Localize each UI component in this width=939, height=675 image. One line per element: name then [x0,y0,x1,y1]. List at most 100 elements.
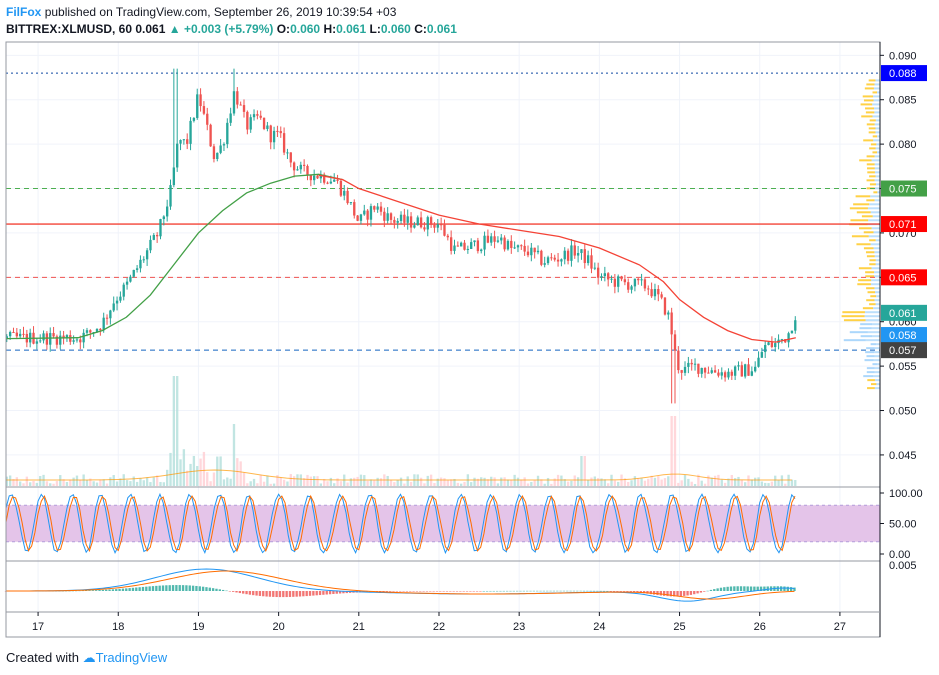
candle-up [18,333,22,337]
profile-bar [875,79,880,82]
macd-histogram-bar [188,585,191,591]
candle-down [306,165,309,176]
volume-bar [159,481,162,486]
candle-up [563,250,566,260]
candle-down [707,372,710,374]
volume-bar [600,478,603,486]
candle-down [673,334,677,351]
candle-down [259,115,262,118]
volume-bar [5,476,8,486]
profile-bar [875,183,880,186]
macd-histogram-bar [115,589,118,591]
macd-histogram-bar [338,591,342,594]
candle-down [256,114,259,116]
profile-bar [873,375,880,378]
candle-up [396,220,399,223]
volume-bar [102,479,105,486]
candle-up [767,342,770,346]
macd-histogram-bar [125,588,128,591]
macd-histogram-bar [502,590,505,592]
macd-histogram-bar [399,591,402,592]
volume-bar [323,478,326,486]
volume-bar [546,477,550,486]
profile-bar [867,387,875,390]
candle-up [313,175,316,181]
profile-bar [856,243,871,246]
symbol-label[interactable]: BITTREX:XLMUSD, 60 [6,22,133,36]
candle-up [483,235,486,250]
profile-bar [869,175,876,178]
profile-bar [874,251,880,254]
profile-bar [867,291,876,294]
candle-up [406,216,409,223]
profile-bar [873,99,880,102]
macd-pane[interactable] [4,560,880,602]
profile-bar [869,147,876,150]
candle-down [336,179,339,181]
macd-histogram-bar [686,591,689,596]
volume-bar [490,476,493,486]
macd-histogram-bar [392,591,395,592]
symbol-legend: BITTREX:XLMUSD, 60 0.061 ▲ +0.003 (+5.79… [6,22,457,36]
profile-bar [870,143,877,146]
candle-down [236,91,239,105]
tradingview-brand[interactable]: TradingView [95,650,168,665]
macd-histogram-bar [145,586,148,591]
x-tick-label: 21 [353,621,365,633]
candle-down [279,131,282,134]
candle-up [687,362,690,367]
candle-up [737,365,740,367]
x-tick-label: 25 [673,621,685,633]
macd-histogram-bar [713,589,716,591]
stochastic-rsi-pane[interactable] [5,486,880,555]
candle-up [640,279,643,281]
candle-up [229,113,232,123]
candle-down [670,312,673,335]
macd-histogram-bar [325,591,328,595]
profile-bar [855,195,871,198]
macd-histogram-bar [689,591,693,595]
tradingview-logo-icon[interactable]: ☁ [82,650,96,665]
volume-bar [299,474,302,486]
macd-histogram-bar [74,590,78,592]
profile-bar [872,335,880,338]
macd-histogram-bar [402,591,405,592]
x-tick-label: 22 [433,621,445,633]
candle-down [730,371,733,376]
macd-histogram-bar [195,585,198,591]
profile-bar [866,299,875,302]
volume-bar [29,482,32,486]
macd-histogram-bar [679,591,683,597]
volume-bar [69,479,72,486]
macd-histogram-bar [562,590,566,592]
publisher-name[interactable]: FilFox [6,5,42,19]
macd-histogram-bar [342,591,345,594]
candle-up [129,276,132,282]
candle-up [29,332,32,343]
profile-bar [865,351,875,354]
macd-histogram-bar [425,591,429,592]
horizontal-levels[interactable] [6,72,880,351]
volume-bar [446,480,449,486]
volume-bar [39,476,42,486]
volume-bar [242,472,246,486]
profile-bar [869,303,876,306]
profile-bar [851,235,869,238]
macd-histogram-bar [663,591,666,596]
candle-up [470,242,473,249]
macd-histogram-bar [783,586,786,591]
price-badge-0.075 [881,180,927,197]
volume-bar [593,476,596,486]
candle-down [476,240,480,252]
macd-histogram-bar [345,591,348,594]
macd-histogram-bar [719,587,723,591]
macd-histogram-bar [305,591,308,597]
profile-bar [872,103,880,106]
candle-up [222,144,226,146]
volume-bar [707,475,710,486]
volume-bar [784,483,787,486]
candle-up [75,339,79,341]
macd-histogram-bar [315,591,318,596]
candle-up [82,332,85,343]
